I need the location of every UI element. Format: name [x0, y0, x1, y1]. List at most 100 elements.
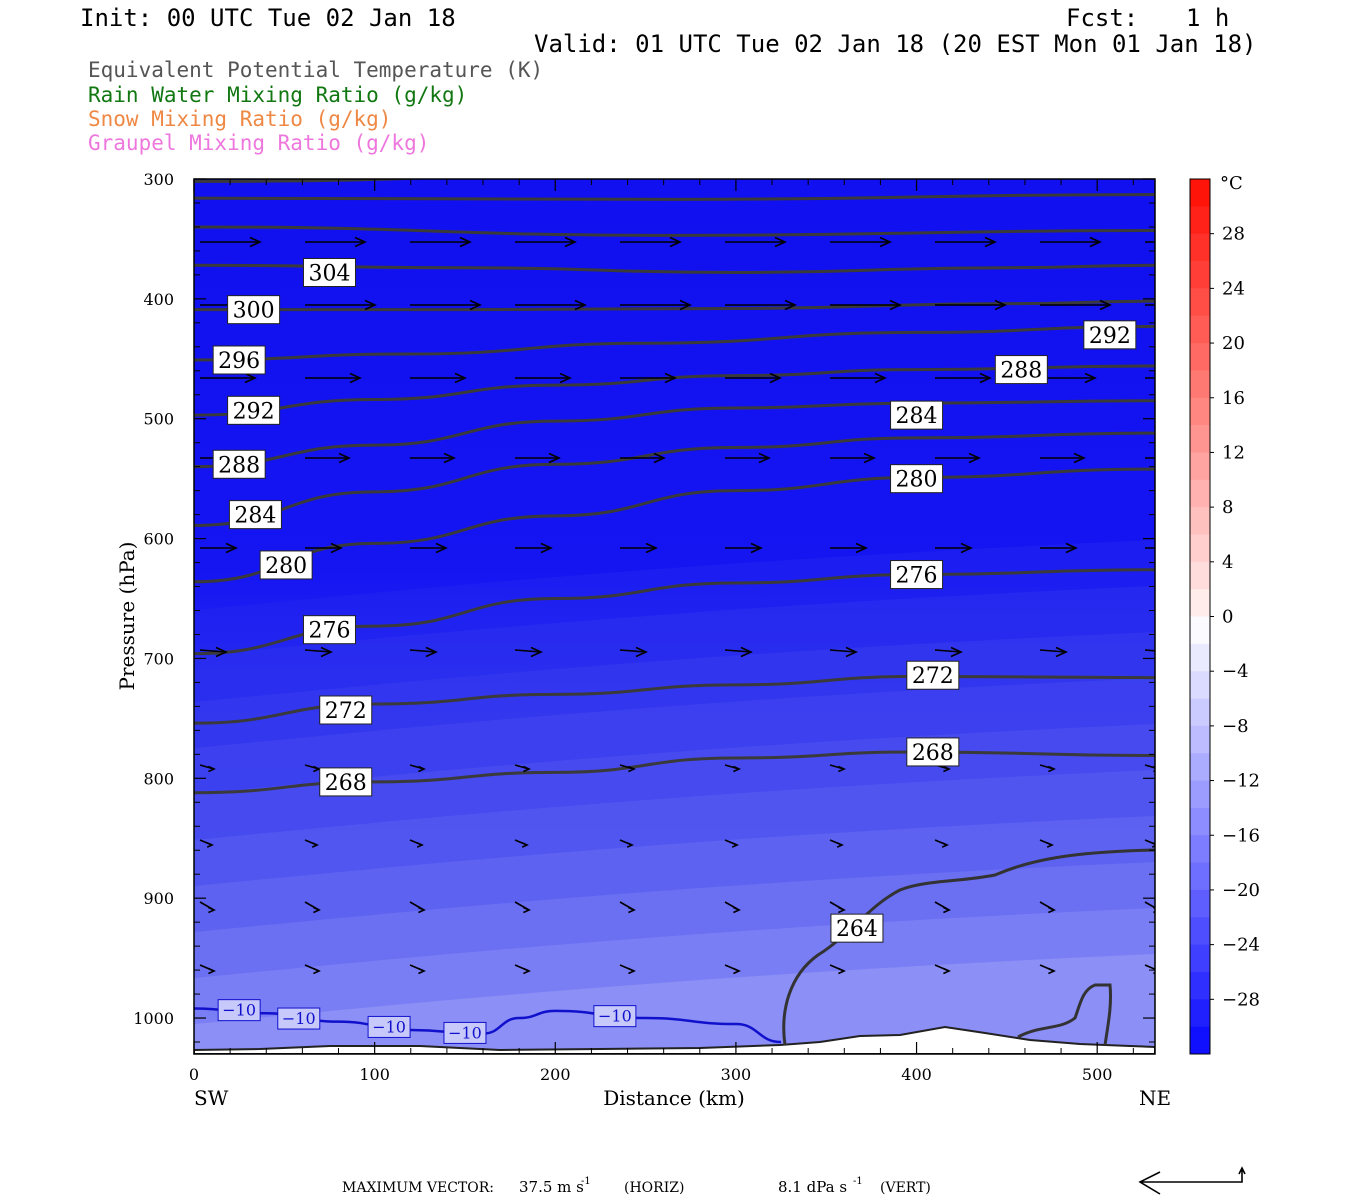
wind-arrow	[304, 964, 321, 975]
wind-arrow	[200, 236, 262, 248]
wind-arrow	[829, 964, 846, 975]
wind-arrow	[620, 542, 658, 554]
y-tick-label: 400	[143, 290, 174, 309]
wind-arrow	[305, 299, 377, 311]
colorbar-bin	[1190, 889, 1210, 918]
colorbar-label: 12	[1222, 442, 1245, 463]
theta-e-label-276: 276	[302, 615, 356, 645]
wind-arrow	[725, 236, 787, 248]
y-axis-label: Pressure (hPa)	[115, 542, 139, 691]
wind-arrow	[934, 839, 949, 848]
theta-e-label-272: 272	[319, 695, 373, 725]
wind-arrow	[725, 542, 763, 554]
wind-arrow	[724, 764, 741, 773]
wind-arrow	[724, 646, 753, 658]
colorbar-label: 24	[1222, 278, 1245, 299]
wind-arrow	[409, 839, 424, 848]
colorbar-label: −20	[1222, 880, 1260, 901]
y-tick-label: 600	[143, 530, 174, 549]
theta-e-label-292: 292	[1083, 320, 1137, 350]
theta-e-contour-288	[194, 399, 1155, 469]
wind-arrow	[199, 964, 216, 975]
wind-arrow	[410, 236, 472, 248]
wind-arrow	[830, 236, 892, 248]
svg-text:292: 292	[233, 399, 275, 424]
terrain	[194, 1025, 1155, 1054]
wind-arrow	[1144, 839, 1155, 848]
svg-text:268: 268	[325, 771, 367, 796]
svg-text:296: 296	[218, 349, 260, 374]
shading-band	[194, 678, 1155, 1054]
wind-arrow	[199, 646, 228, 658]
legend-snow: Snow Mixing Ratio (g/kg)	[88, 107, 392, 131]
wind-arrow	[199, 764, 216, 773]
theta-e-label-304: 304	[302, 257, 356, 287]
wind-arrow	[1144, 964, 1155, 975]
wind-arrow	[515, 236, 577, 248]
wind-arrow	[829, 839, 844, 848]
colorbar-bin	[1190, 534, 1210, 563]
wind-arrow	[1039, 964, 1056, 975]
theta-e-label-272: 272	[906, 660, 960, 690]
y-tick-label: 900	[143, 889, 174, 908]
max-vector-horiz-value: 37.5 m s	[519, 1178, 584, 1196]
colorbar-bin	[1190, 206, 1210, 235]
temperature-contour-label: −10	[443, 1021, 487, 1044]
init-time: Init: 00 UTC Tue 02 Jan 18	[80, 4, 456, 32]
theta-e-label-280: 280	[890, 464, 944, 494]
colorbar-bin	[1190, 370, 1210, 399]
colorbar-bin	[1190, 288, 1210, 317]
colorbar-bin	[1190, 807, 1210, 836]
theta-e-contour-280	[194, 467, 1155, 584]
wind-arrow	[410, 372, 467, 384]
wind-arrow	[620, 372, 677, 384]
theta-e-contour-300	[194, 299, 1155, 312]
colorbar-bin	[1190, 971, 1210, 1000]
wind-arrow	[935, 299, 1007, 311]
wind-arrow	[409, 901, 426, 914]
shading-band	[194, 816, 1155, 1054]
wind-arrow	[935, 542, 973, 554]
wind-arrow	[514, 646, 543, 658]
max-vector-vert-value: 8.1 dPa s	[778, 1178, 847, 1196]
colorbar-bin	[1190, 233, 1210, 262]
wind-arrow	[934, 901, 951, 914]
shading-band	[194, 954, 1155, 1054]
colorbar-label: −16	[1222, 825, 1260, 846]
wind-arrow	[200, 372, 257, 384]
temperature-contour-label: −10	[277, 1007, 321, 1030]
colorbar-bin	[1190, 616, 1210, 645]
wind-arrow	[1039, 839, 1054, 848]
colorbar-label: −4	[1222, 661, 1249, 682]
svg-text:280: 280	[896, 468, 938, 493]
svg-text:284: 284	[234, 504, 276, 529]
theta-e-contour-284	[194, 431, 1155, 527]
colorbar-bin	[1190, 753, 1210, 782]
wind-arrow	[619, 901, 636, 914]
wind-arrow	[514, 764, 531, 773]
wind-arrow	[935, 452, 981, 464]
theta-e-264-contour	[782, 848, 1156, 1046]
colorbar-unit: °C	[1220, 173, 1243, 194]
x-tick-label: 100	[359, 1065, 390, 1084]
wind-arrow	[514, 964, 531, 975]
shading-band	[194, 724, 1155, 1054]
wind-arrow	[304, 646, 333, 658]
wind-arrow	[410, 542, 448, 554]
legend-theta-e: Equivalent Potential Temperature (K)	[88, 58, 544, 82]
wind-arrow	[725, 372, 782, 384]
colorbar-label: −28	[1222, 989, 1260, 1010]
svg-text:272: 272	[912, 664, 954, 689]
wind-arrow	[1145, 377, 1155, 379]
theta-e-label-268: 268	[906, 737, 960, 767]
colorbar-label: 0	[1222, 607, 1233, 628]
colorbar-bin	[1190, 671, 1210, 700]
wind-arrow	[305, 542, 343, 554]
svg-text:280: 280	[265, 554, 307, 579]
wind-arrow	[934, 964, 951, 975]
colorbar-bin	[1190, 425, 1210, 453]
colorbar-bin	[1190, 397, 1210, 426]
colorbar-bin	[1190, 917, 1210, 946]
wind-arrow	[830, 299, 902, 311]
colorbar-label: 4	[1222, 552, 1233, 573]
